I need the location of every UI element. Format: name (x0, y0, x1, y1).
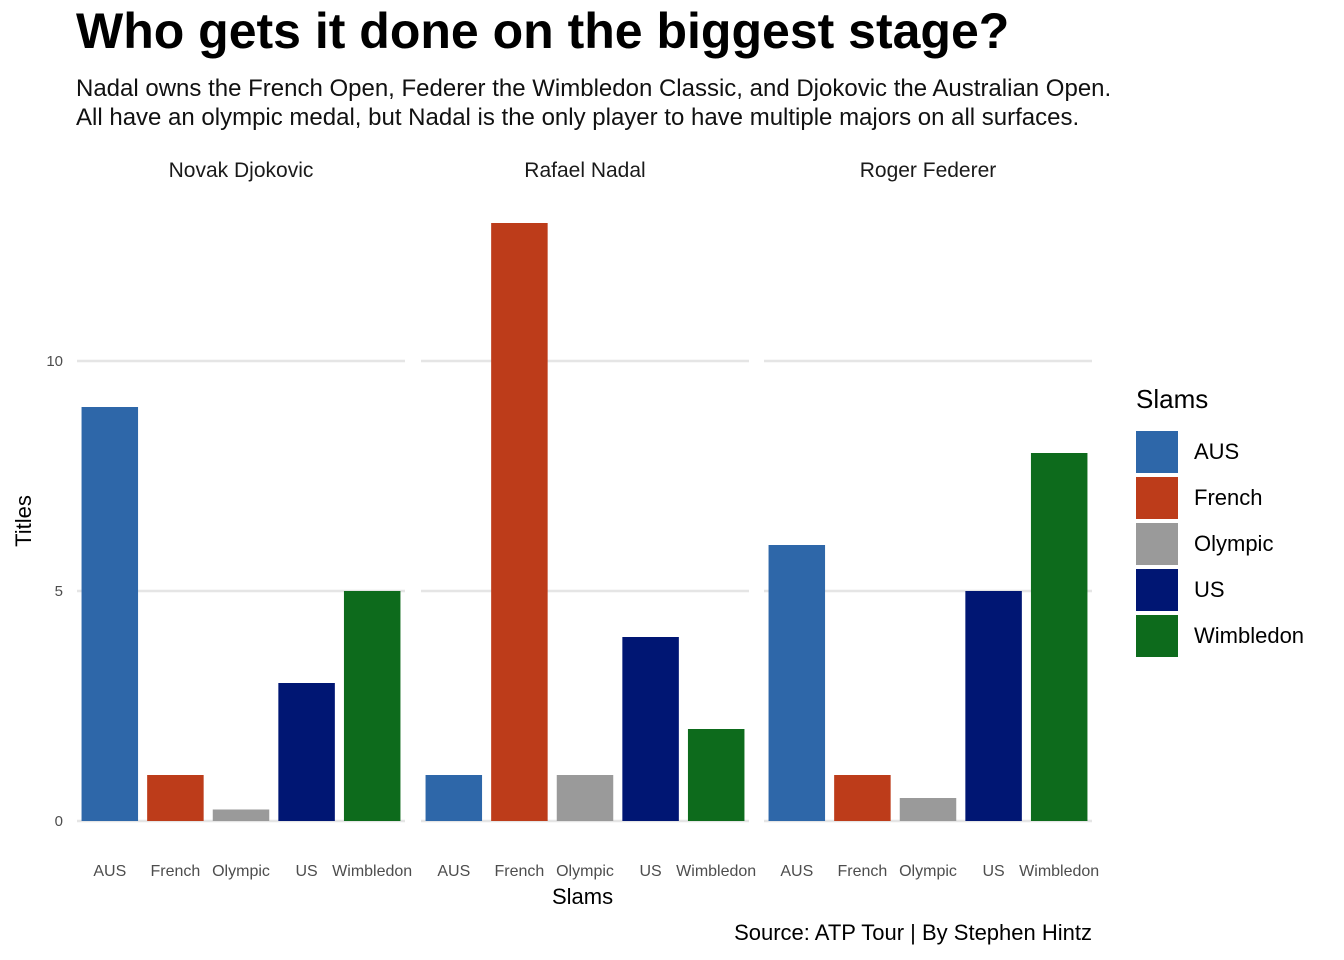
bar-rafael-nadal-french (491, 223, 548, 821)
facet-label-roger-federer: Roger Federer (860, 159, 997, 182)
x-tick-label: French (151, 863, 201, 880)
y-tick-label: 0 (55, 813, 63, 830)
legend-label: French (1194, 485, 1263, 510)
source-caption: Source: ATP Tour | By Stephen Hintz (734, 920, 1092, 945)
legend: Slams AUS French Olympic US Wimbledon (1136, 384, 1304, 659)
legend-item-aus: AUS (1136, 429, 1304, 475)
x-axis-title: Slams (552, 884, 614, 909)
bar-roger-federer-french (834, 775, 891, 821)
x-tick-label: Wimbledon (1019, 863, 1099, 880)
x-tick-label: French (838, 863, 888, 880)
x-tick-label: US (639, 863, 661, 880)
bar-novak-djokovic-wimbledon (343, 591, 401, 821)
bar-novak-djokovic-us (278, 683, 335, 821)
y-tick-label: 5 (55, 583, 63, 600)
legend-label: AUS (1194, 439, 1240, 464)
x-tick-label: Olympic (212, 863, 270, 880)
bar-roger-federer-us (965, 591, 1022, 821)
bar-roger-federer-aus (768, 545, 826, 821)
bar-roger-federer-olympic (899, 798, 957, 821)
subtitle-line-1: Nadal owns the French Open, Federer the … (76, 75, 1112, 102)
y-tick-label: 10 (46, 353, 63, 370)
chart-title: Who gets it done on the biggest stage? (76, 3, 1010, 59)
x-tick-label: Wimbledon (332, 863, 412, 880)
subtitle-line-2: All have an olympic medal, but Nadal is … (76, 104, 1080, 131)
legend-item-olympic: Olympic (1136, 521, 1304, 567)
x-tick-label: US (295, 863, 317, 880)
bar-novak-djokovic-aus (81, 407, 139, 821)
legend-item-wimbledon: Wimbledon (1136, 613, 1304, 659)
legend-item-us: US (1136, 567, 1304, 613)
facet-label-novak-djokovic: Novak Djokovic (169, 159, 314, 182)
legend-item-french: French (1136, 475, 1304, 521)
bar-novak-djokovic-olympic (212, 809, 270, 821)
x-tick-label: Olympic (899, 863, 957, 880)
x-tick-label: US (982, 863, 1004, 880)
x-tick-label: AUS (437, 863, 470, 880)
bar-rafael-nadal-aus (425, 775, 483, 821)
x-tick-label: French (495, 863, 545, 880)
chart-subtitle: Nadal owns the French Open, Federer the … (76, 74, 1111, 132)
legend-title: Slams (1136, 384, 1209, 414)
bar-novak-djokovic-french (147, 775, 204, 821)
bar-rafael-nadal-wimbledon (687, 729, 745, 821)
y-axis-title: Titles (11, 495, 36, 547)
legend-swatch (1136, 477, 1178, 519)
bar-roger-federer-wimbledon (1030, 453, 1088, 821)
legend-swatch (1136, 431, 1178, 473)
legend-label: Olympic (1194, 531, 1274, 556)
legend-swatch (1136, 569, 1178, 611)
legend-label: US (1194, 577, 1225, 602)
facet-label-rafael-nadal: Rafael Nadal (524, 159, 645, 182)
x-tick-label: Wimbledon (676, 863, 756, 880)
x-tick-label: AUS (93, 863, 126, 880)
legend-swatch (1136, 523, 1178, 565)
bar-rafael-nadal-us (622, 637, 679, 821)
bar-rafael-nadal-olympic (556, 775, 614, 821)
legend-label: Wimbledon (1194, 623, 1305, 648)
x-tick-label: AUS (780, 863, 813, 880)
legend-swatch (1136, 615, 1178, 657)
x-tick-label: Olympic (556, 863, 614, 880)
